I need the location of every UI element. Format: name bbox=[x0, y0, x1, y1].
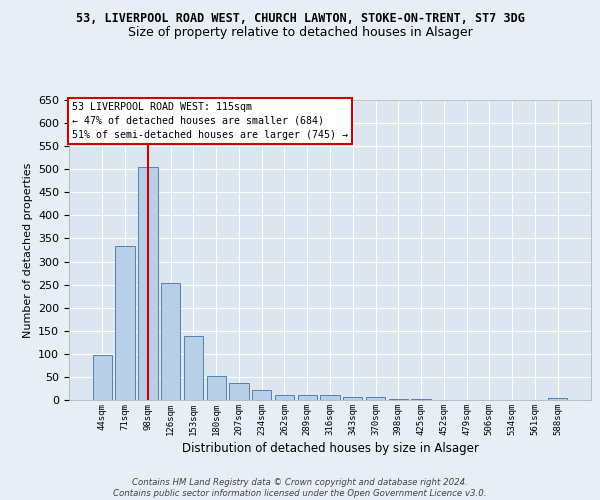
Bar bbox=[320, 396, 340, 400]
Bar bbox=[93, 355, 112, 400]
Bar bbox=[138, 168, 158, 400]
Bar bbox=[412, 399, 431, 400]
Bar bbox=[206, 376, 226, 400]
Text: 53 LIVERPOOL ROAD WEST: 115sqm
← 47% of detached houses are smaller (684)
51% of: 53 LIVERPOOL ROAD WEST: 115sqm ← 47% of … bbox=[71, 102, 347, 140]
X-axis label: Distribution of detached houses by size in Alsager: Distribution of detached houses by size … bbox=[182, 442, 478, 455]
Bar bbox=[252, 390, 271, 400]
Bar bbox=[115, 246, 135, 400]
Text: Contains HM Land Registry data © Crown copyright and database right 2024.
Contai: Contains HM Land Registry data © Crown c… bbox=[113, 478, 487, 498]
Bar bbox=[298, 396, 317, 400]
Bar bbox=[548, 398, 567, 400]
Bar bbox=[343, 397, 362, 400]
Bar bbox=[184, 336, 203, 400]
Bar bbox=[275, 396, 294, 400]
Bar bbox=[161, 283, 181, 400]
Y-axis label: Number of detached properties: Number of detached properties bbox=[23, 162, 32, 338]
Text: Size of property relative to detached houses in Alsager: Size of property relative to detached ho… bbox=[128, 26, 472, 39]
Bar bbox=[366, 397, 385, 400]
Text: 53, LIVERPOOL ROAD WEST, CHURCH LAWTON, STOKE-ON-TRENT, ST7 3DG: 53, LIVERPOOL ROAD WEST, CHURCH LAWTON, … bbox=[76, 12, 524, 26]
Bar bbox=[229, 383, 248, 400]
Bar bbox=[389, 399, 408, 400]
